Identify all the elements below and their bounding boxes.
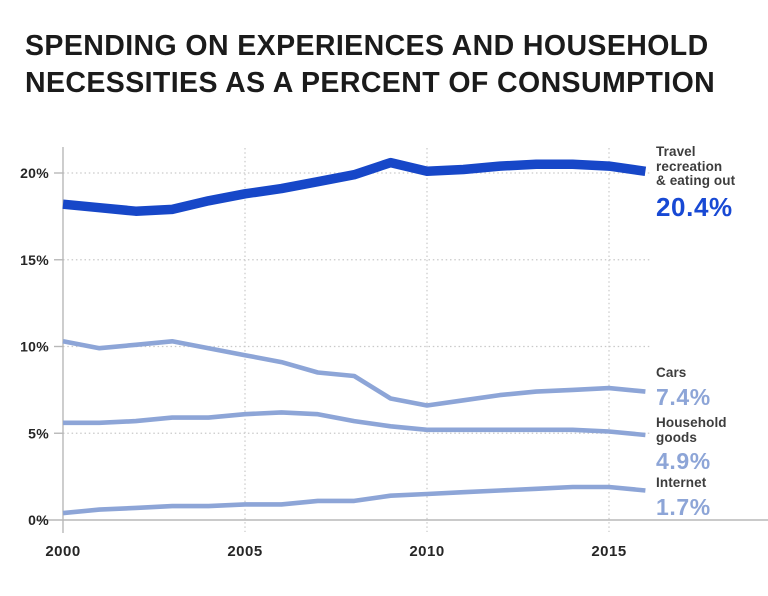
chart-title-line-2: NECESSITIES AS A PERCENT OF CONSUMPTION bbox=[25, 67, 716, 99]
x-axis-label-2015: 2015 bbox=[591, 543, 626, 560]
series-line-household-goods bbox=[63, 410, 646, 438]
legend-household-value: 4.9% bbox=[656, 448, 711, 474]
series-line-travel-recreation-eating-out bbox=[62, 157, 647, 216]
y-axis-label-0: 0% bbox=[28, 512, 49, 528]
legend-cars: Cars 7.4% bbox=[656, 365, 768, 411]
chart-title: SPENDING ON EXPERIENCES AND HOUSEHOLD NE… bbox=[25, 28, 715, 102]
legend-internet-name: Internet bbox=[656, 475, 707, 490]
legend-travel-name: Travel recreation & eating out bbox=[656, 144, 736, 188]
legend-household-name: Household goods bbox=[656, 415, 727, 445]
legend-travel: Travel recreation & eating out 20.4% bbox=[656, 144, 768, 223]
y-axis-label-5: 5% bbox=[28, 425, 49, 441]
legend-cars-name: Cars bbox=[656, 365, 687, 380]
legend-internet: Internet 1.7% bbox=[656, 475, 768, 521]
x-axis-label-2000: 2000 bbox=[45, 543, 80, 560]
legend-cars-value: 7.4% bbox=[656, 383, 711, 410]
y-axis-label-20: 20% bbox=[20, 165, 49, 181]
x-axis-label-2005: 2005 bbox=[227, 543, 262, 560]
chart-title-line-1: SPENDING ON EXPERIENCES AND HOUSEHOLD bbox=[25, 30, 709, 62]
y-axis-label-10: 10% bbox=[20, 339, 49, 355]
series-line-internet bbox=[62, 484, 646, 516]
legend-internet-value: 1.7% bbox=[656, 493, 711, 520]
series-line-cars bbox=[62, 338, 646, 408]
legend-travel-value: 20.4% bbox=[656, 191, 733, 222]
y-axis-label-15: 15% bbox=[20, 252, 49, 268]
legend-household: Household goods 4.9% bbox=[656, 415, 768, 475]
x-axis-label-2010: 2010 bbox=[409, 543, 444, 560]
